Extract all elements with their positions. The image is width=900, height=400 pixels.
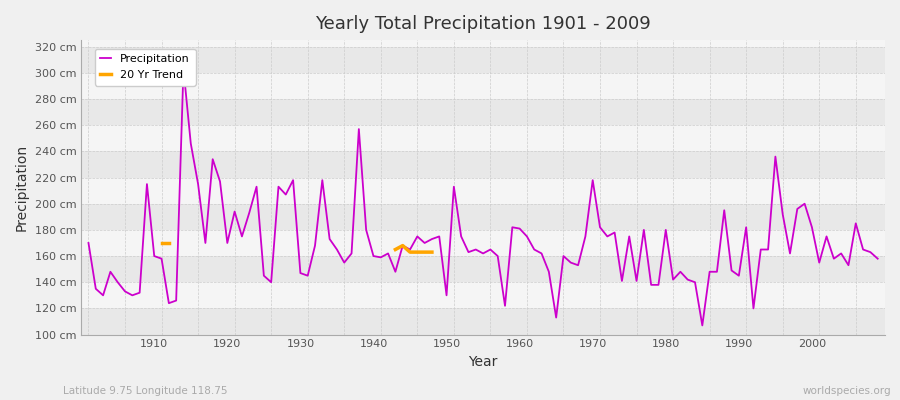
- Precipitation: [609, 230, 620, 235]
- Bar: [81, 73, 885, 99]
- Precipitation: [141, 182, 152, 186]
- Bar: [81, 204, 885, 230]
- Bar: [81, 178, 885, 204]
- Bar: [81, 256, 885, 282]
- Y-axis label: Precipitation: Precipitation: [15, 144, 29, 231]
- Precipitation: [354, 127, 364, 132]
- Title: Yearly Total Precipitation 1901 - 2009: Yearly Total Precipitation 1901 - 2009: [315, 15, 651, 33]
- Precipitation: [872, 256, 883, 261]
- Precipitation: [521, 234, 532, 239]
- 20 Yr Trend: [156, 240, 166, 245]
- Precipitation: [83, 240, 94, 245]
- Line: Precipitation: Precipitation: [88, 69, 878, 326]
- Bar: [81, 125, 885, 151]
- Precipitation: [697, 323, 707, 328]
- Text: worldspecies.org: worldspecies.org: [803, 386, 891, 396]
- X-axis label: Year: Year: [468, 355, 498, 369]
- Bar: [81, 308, 885, 334]
- Precipitation: [310, 243, 320, 248]
- 20 Yr Trend: [164, 240, 175, 245]
- Bar: [81, 151, 885, 178]
- Text: Latitude 9.75 Longitude 118.75: Latitude 9.75 Longitude 118.75: [63, 386, 228, 396]
- Precipitation: [178, 66, 189, 71]
- Bar: [81, 282, 885, 308]
- Bar: [81, 47, 885, 73]
- Precipitation: [514, 226, 525, 231]
- Bar: [81, 99, 885, 125]
- Legend: Precipitation, 20 Yr Trend: Precipitation, 20 Yr Trend: [94, 49, 195, 86]
- Bar: [81, 230, 885, 256]
